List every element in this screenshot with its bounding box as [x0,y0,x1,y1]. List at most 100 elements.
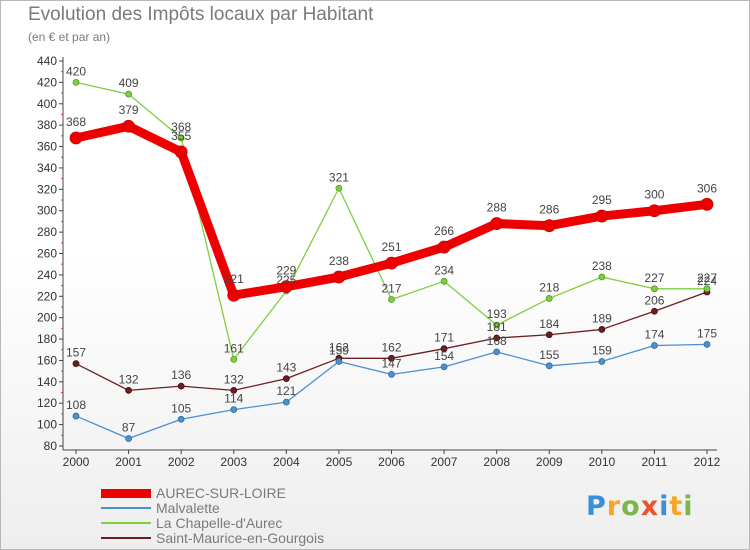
x-tick-label: 2001 [115,455,142,469]
data-point [230,386,238,394]
data-label: 217 [381,281,401,295]
data-label: 409 [119,76,139,90]
data-point [72,360,80,368]
legend-swatch [101,522,151,524]
data-point [648,204,661,218]
y-tick-label: 440 [37,54,57,68]
y-tick-label: 380 [37,118,57,132]
y-tick-label: 220 [37,289,57,303]
data-point [227,288,241,302]
data-point [440,277,448,285]
data-label: 251 [381,240,401,254]
logo-letter: o [621,491,641,522]
data-label: 227 [644,271,664,285]
data-label: 238 [592,259,612,273]
data-point [493,321,501,329]
data-label: 108 [66,398,86,412]
y-tick-label: 80 [44,439,58,453]
x-tick-label: 2003 [220,455,247,469]
data-label: 87 [122,421,136,435]
data-label: 229 [276,264,296,278]
data-label: 288 [487,201,507,215]
data-label: 238 [329,254,349,268]
series-line-0 [71,121,712,300]
y-tick-label: 300 [37,204,57,218]
logo-letter: i [659,491,670,522]
data-label: 159 [329,344,349,358]
y-tick-label: 420 [37,75,57,89]
data-label: 368 [66,115,86,129]
data-label: 155 [539,348,559,362]
data-point [545,362,553,370]
data-point [177,382,185,390]
data-point [598,273,606,281]
y-tick-label: 340 [37,161,57,175]
data-point [651,285,658,293]
data-point [545,295,553,302]
data-label: 379 [119,103,139,117]
data-point [72,78,80,86]
legend-swatch [101,489,151,498]
data-label: 162 [329,340,349,354]
chart-title: Evolution des Impôts locaux par Habitant [28,4,374,25]
data-label: 420 [66,64,86,78]
logo-letter: r [606,491,622,522]
data-point [230,355,238,363]
data-point [177,134,185,142]
x-tick-label: 2007 [431,455,458,469]
data-point [440,363,448,371]
data-point [230,406,238,414]
data-point [125,386,132,394]
logo-letter: i [683,491,694,522]
data-point [332,270,346,284]
data-label: 286 [539,203,559,217]
data-label: 221 [224,272,244,286]
chart-subtitle: (en € et par an) [28,30,111,44]
data-label: 175 [697,326,717,340]
proxiti-logo: Proxiti [586,491,694,522]
data-label: 306 [697,181,717,195]
data-label: 174 [644,327,664,341]
data-point [493,334,501,342]
y-tick-label: 120 [37,396,57,410]
data-label: 321 [329,170,349,184]
data-point [282,375,290,383]
data-point [177,415,185,423]
y-tick-label: 140 [37,375,57,389]
data-point [125,90,132,98]
data-label: 295 [592,193,612,207]
data-label: 355 [171,129,191,143]
y-tick-label: 200 [37,311,57,325]
data-point [542,219,556,233]
data-label: 181 [487,320,507,334]
x-tick-label: 2006 [378,455,405,469]
data-point [437,240,451,254]
x-tick-label: 2009 [536,455,563,469]
data-label: 147 [381,356,401,370]
x-tick-label: 2012 [694,455,721,469]
legend-label: Saint-Maurice-en-Gourgois [156,530,325,546]
x-tick-label: 2008 [483,455,510,469]
data-point [69,131,83,145]
data-label: 114 [224,392,243,406]
y-tick-label: 260 [37,247,57,261]
y-tick-label: 280 [37,225,57,239]
data-label: 162 [381,340,401,354]
legend-label: La Chapelle-d'Aurec [156,515,283,531]
data-label: 193 [487,307,507,321]
legend-label: AUREC-SUR-LOIRE [156,485,286,501]
x-tick-label: 2011 [642,455,668,469]
data-label: 132 [224,372,244,386]
data-point [493,348,501,356]
data-point [490,217,504,230]
data-point [122,119,135,133]
data-label: 143 [276,361,296,375]
data-label: 161 [224,341,244,355]
logo-letter: P [586,491,607,522]
data-label: 266 [434,224,454,238]
data-point [335,184,343,192]
data-label: 154 [434,349,454,363]
data-label: 368 [171,120,191,134]
